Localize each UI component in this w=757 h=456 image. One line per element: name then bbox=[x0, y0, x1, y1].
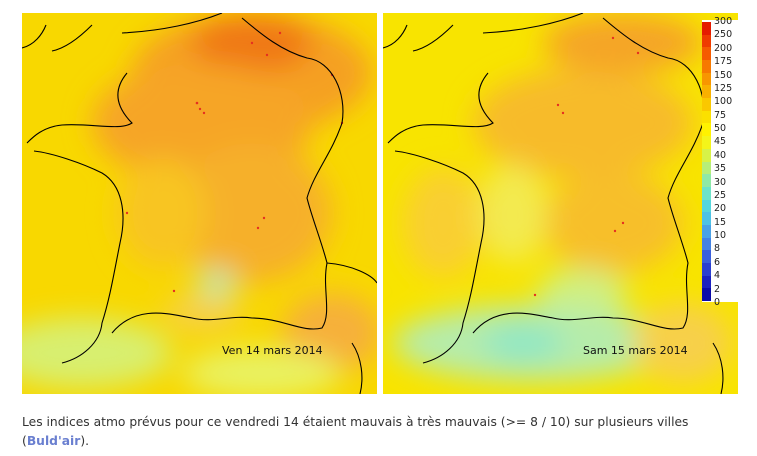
legend-color-segment bbox=[702, 174, 711, 188]
legend-tick-label: 8 bbox=[714, 243, 721, 255]
legend-color-segment bbox=[702, 275, 711, 289]
legend-color-segment bbox=[702, 98, 711, 112]
legend-tick-label: 0 bbox=[714, 297, 721, 308]
legend-tick-label: 300 bbox=[714, 16, 733, 27]
legend-tick-label: 15 bbox=[714, 216, 727, 228]
figure-caption: Les indices atmo prévus pour ce vendredi… bbox=[22, 413, 722, 451]
color-scale-legend: 300 250 200 175 150 125 100 75 50 45 40 35 30 25 20 15 1… bbox=[702, 16, 742, 308]
legend-tick-label: 150 bbox=[714, 69, 733, 81]
pollution-forecast-figure: Ven 14 mars 2014 bbox=[22, 13, 742, 394]
legend-tick-label: 125 bbox=[714, 82, 733, 94]
legend-tick-label: 20 bbox=[714, 203, 727, 215]
legend-color-segment bbox=[702, 250, 711, 264]
legend-color-segment bbox=[702, 237, 711, 251]
color-scale-bar bbox=[702, 22, 711, 302]
legend-tick-label: 6 bbox=[714, 256, 721, 268]
legend-color-segment bbox=[702, 148, 711, 162]
legend-tick-label: 40 bbox=[714, 149, 727, 161]
legend-color-segment bbox=[702, 136, 711, 150]
legend-tick-label: 30 bbox=[714, 176, 727, 188]
legend-color-segment bbox=[702, 186, 711, 201]
saturday-map-graphic bbox=[383, 13, 738, 394]
legend-tick-label: 50 bbox=[714, 123, 727, 135]
legend-color-segment bbox=[702, 212, 711, 226]
legend-color-segment bbox=[702, 161, 711, 175]
legend-color-segment bbox=[702, 110, 711, 124]
legend-color-segment bbox=[702, 288, 711, 302]
legend-tick-label: 250 bbox=[714, 29, 733, 41]
legend-tick-label: 45 bbox=[714, 136, 727, 148]
legend-color-segment bbox=[702, 34, 711, 48]
legend-color-segment bbox=[702, 123, 711, 137]
legend-tick-label: 10 bbox=[714, 230, 727, 242]
legend-tick-label: 100 bbox=[714, 96, 733, 108]
friday-map-graphic bbox=[22, 13, 377, 394]
legend-tick-label: 175 bbox=[714, 56, 733, 68]
legend-tick-label: 25 bbox=[714, 189, 727, 201]
legend-tick-label: 35 bbox=[714, 163, 727, 175]
legend-color-segment bbox=[702, 199, 711, 213]
legend-color-segment bbox=[702, 47, 711, 61]
caption-text-end: ). bbox=[80, 434, 90, 448]
legend-color-segment bbox=[702, 60, 711, 74]
legend-tick-label: 2 bbox=[714, 283, 721, 295]
legend-tick-label: 4 bbox=[714, 270, 721, 282]
date-label-saturday: Sam 15 mars 2014 bbox=[583, 344, 688, 357]
legend-color-segment bbox=[702, 262, 711, 277]
forecast-map-friday: Ven 14 mars 2014 bbox=[22, 13, 377, 394]
date-label-friday: Ven 14 mars 2014 bbox=[222, 344, 323, 357]
legend-color-segment bbox=[702, 22, 711, 36]
forecast-map-saturday: Sam 15 mars 2014 bbox=[383, 13, 738, 394]
caption-text: Les indices atmo prévus pour ce vendredi… bbox=[22, 415, 689, 448]
legend-tick-label: 200 bbox=[714, 42, 733, 54]
legend-color-segment bbox=[702, 72, 711, 86]
legend-color-segment bbox=[702, 224, 711, 239]
color-scale-ticks: 300 250 200 175 150 125 100 75 50 45 40 35 30 25 20 15 1… bbox=[714, 16, 742, 308]
legend-tick-label: 75 bbox=[714, 109, 727, 121]
legend-color-segment bbox=[702, 85, 711, 99]
buldair-link[interactable]: Buld'air bbox=[26, 434, 81, 448]
